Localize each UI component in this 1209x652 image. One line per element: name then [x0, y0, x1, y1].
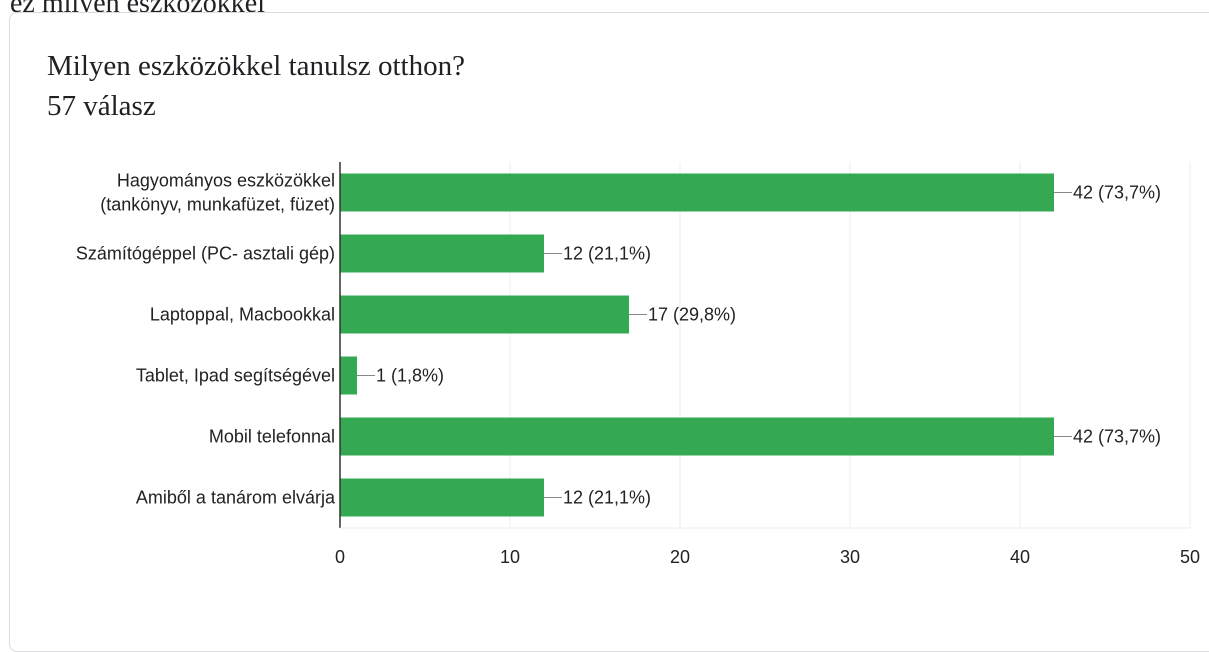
bar	[340, 417, 1054, 456]
bar-chart: 0 10 20 30 40 50 42 (73,7%) Hagyományos eszközö…	[76, 162, 1200, 568]
bar	[340, 234, 544, 273]
category-label: Tablet, Ipad segítségével	[136, 366, 335, 386]
category-label: Laptoppal, Macbookkal	[150, 305, 335, 325]
bar	[340, 295, 629, 334]
x-tick-label: 50	[1180, 547, 1200, 567]
bars	[340, 173, 1072, 517]
category-label: (tankönyv, munkafüzet, füzet)	[100, 195, 335, 215]
gridlines	[509, 162, 1191, 528]
category-label: Hagyományos eszközökkel	[117, 171, 335, 191]
x-tick-label: 0	[335, 547, 345, 567]
category-label: Amiből a tanárom elvárja	[136, 488, 336, 508]
labels: 0 10 20 30 40 50 42 (73,7%) Hagyományos eszközö…	[76, 171, 1200, 568]
value-label: 17 (29,8%)	[648, 305, 736, 325]
axis	[339, 162, 1190, 529]
x-tick-label: 20	[670, 547, 690, 567]
value-label: 12 (21,1%)	[563, 488, 651, 508]
value-label: 1 (1,8%)	[376, 366, 444, 386]
category-label: Számítógéppel (PC- asztali gép)	[76, 244, 335, 264]
bar	[340, 173, 1054, 212]
x-tick-label: 40	[1010, 547, 1030, 567]
x-tick-label: 10	[500, 547, 520, 567]
value-label: 12 (21,1%)	[563, 244, 651, 264]
category-label: Mobil telefonnal	[209, 427, 335, 447]
response-count: 57 válasz	[47, 90, 156, 122]
value-label: 42 (73,7%)	[1073, 427, 1161, 447]
question-title: Milyen eszközökkel tanulsz otthon?	[47, 50, 465, 82]
bar	[340, 478, 544, 517]
x-tick-label: 30	[840, 547, 860, 567]
bar	[340, 356, 357, 395]
value-label: 42 (73,7%)	[1073, 183, 1161, 203]
